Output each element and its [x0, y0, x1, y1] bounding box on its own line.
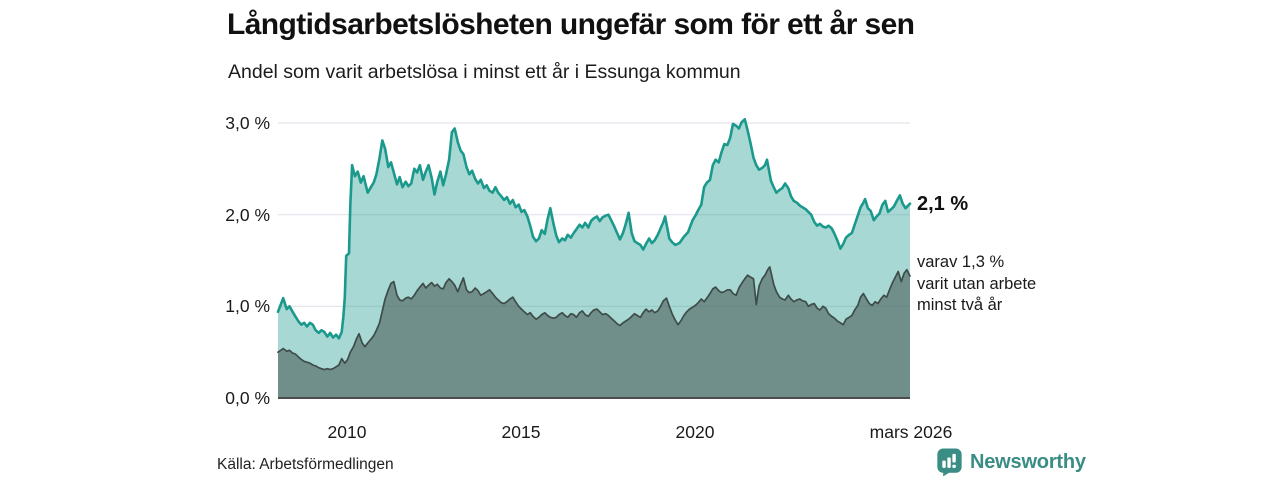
newsworthy-logo: Newsworthy — [936, 447, 1086, 477]
line-series-0 — [276, 118, 912, 340]
newsworthy-wordmark: Newsworthy — [970, 450, 1086, 473]
endpoint-label-subset: varav 1,3 % varit utan arbete minst två … — [917, 252, 1036, 317]
chart-title: Långtidsarbetslösheten ungefär som för e… — [227, 8, 915, 41]
newsworthy-icon — [937, 448, 962, 477]
endpoint-label-subset-line1: varav 1,3 % — [917, 253, 1005, 271]
area-series-1 — [278, 266, 910, 398]
endpoint-label-subset-line3: minst två år — [917, 296, 1003, 314]
endpoint-label-subset-line2: varit utan arbete — [917, 274, 1037, 293]
y-axis-tick-3: 3,0 % — [225, 113, 270, 133]
y-axis-tick-1: 1,0 % — [225, 296, 270, 316]
x-axis-tick-2020: 2020 — [675, 422, 715, 442]
y-axis-tick-0: 0,0 % — [225, 388, 270, 408]
x-axis-tick-2010: 2010 — [327, 422, 367, 442]
y-axis-tick-2: 2,0 % — [225, 205, 270, 225]
chart-subtitle: Andel som varit arbetslösa i minst ett å… — [228, 61, 741, 83]
source-note: Källa: Arbetsförmedlingen — [217, 456, 394, 473]
line-series-1 — [277, 266, 911, 371]
x-axis-tick-mars-2026: mars 2026 — [869, 422, 953, 442]
x-axis-tick-2015: 2015 — [501, 422, 541, 442]
area-chart-plot — [276, 118, 912, 399]
endpoint-label-total: 2,1 % — [917, 193, 969, 215]
